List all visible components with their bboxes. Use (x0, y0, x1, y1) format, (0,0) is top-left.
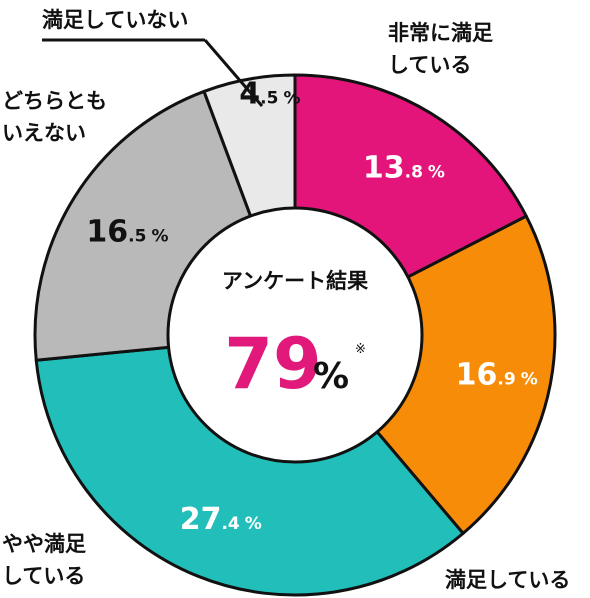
category-label-5: 満足していない (42, 8, 188, 32)
value-label-5: 4.5% (239, 77, 300, 112)
center-hole (166, 206, 424, 464)
category-label-4: どちらともいえない (2, 89, 107, 145)
value-label-1: 13.8% (363, 150, 445, 185)
center-note: ※ (355, 342, 366, 357)
leader-line (203, 39, 264, 107)
value-label-4: 16.5% (86, 214, 168, 249)
value-labels-group: 13.8 % 16.9 % 27.4 % 16.5 % 4.5% (86, 77, 537, 537)
center-title: アンケート結果 (222, 269, 368, 293)
category-label-1: 非常に満足している (388, 21, 493, 77)
value-label-3: 27.4% (180, 502, 262, 537)
slice-2 (293, 214, 557, 535)
value-label-2: 16.9% (456, 358, 538, 393)
slice-3 (34, 333, 465, 597)
center-value: 79 (224, 323, 321, 405)
category-label-3: やや満足している (2, 532, 86, 588)
center-unit: % (313, 356, 349, 397)
category-label-2: 満足している (445, 568, 570, 592)
